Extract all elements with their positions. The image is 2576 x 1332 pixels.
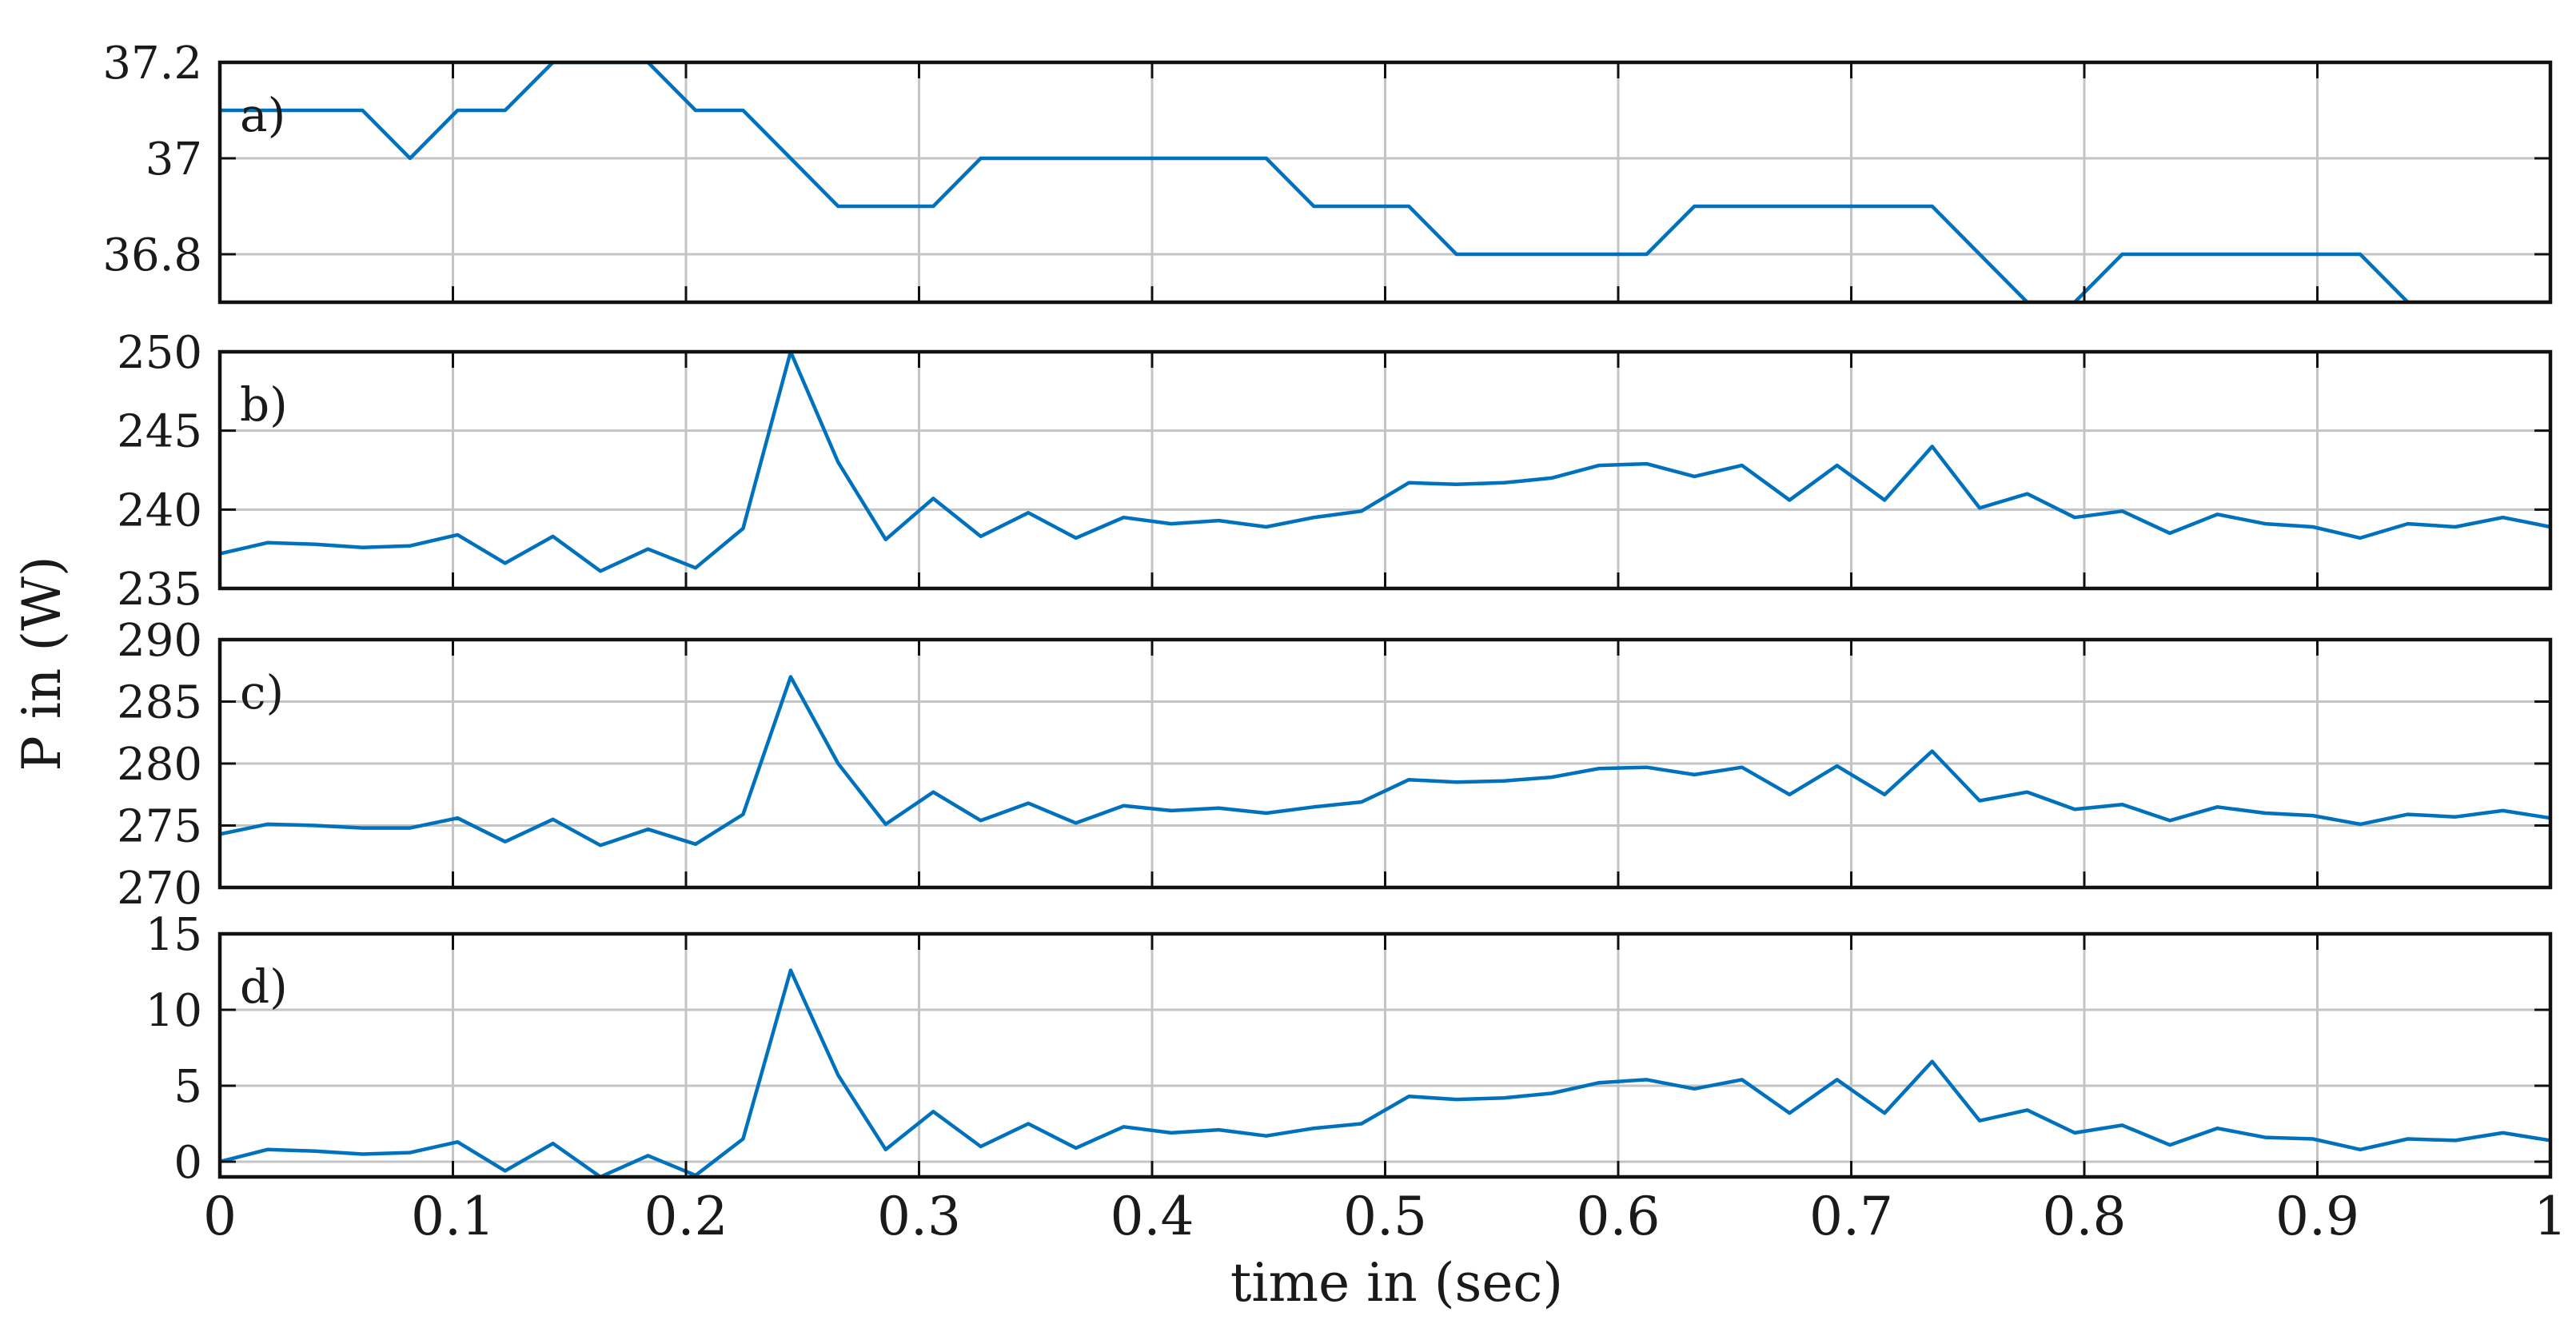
x-tick-label: 0.3 xyxy=(877,1186,961,1247)
y-tick-label: 285 xyxy=(117,677,202,729)
x-tick-label: 0.6 xyxy=(1577,1186,1661,1247)
x-tick-label: 0 xyxy=(203,1186,237,1247)
panel-label: b) xyxy=(240,377,288,432)
y-axis-label: P in (W) xyxy=(11,556,73,771)
y-tick-label: 5 xyxy=(173,1061,202,1113)
y-tick-label: 240 xyxy=(117,485,202,536)
subplot-4: 0 5 10 15 d) xyxy=(146,909,2553,1189)
y-tick-label: 37.2 xyxy=(102,38,202,90)
x-tick-label: 0.8 xyxy=(2043,1186,2127,1247)
y-tick-label: 275 xyxy=(117,801,202,853)
y-tick-label: 250 xyxy=(117,327,202,379)
y-tick-label: 280 xyxy=(117,739,202,791)
x-tick-label: 0.1 xyxy=(411,1186,495,1247)
x-tick-label: 1 xyxy=(2534,1186,2567,1247)
series-line xyxy=(220,968,2550,1177)
y-tick-label: 270 xyxy=(117,863,202,915)
y-tick-label: 10 xyxy=(146,985,202,1037)
series-line xyxy=(220,62,2550,302)
series-line xyxy=(220,675,2550,847)
x-tick-label: 0.7 xyxy=(1809,1186,1893,1247)
x-axis-label: time in (sec) xyxy=(1230,1252,1563,1314)
series-line xyxy=(220,352,2550,573)
y-tick-label: 245 xyxy=(117,406,202,458)
x-tick-label: 0.9 xyxy=(2275,1186,2359,1247)
y-tick-label: 15 xyxy=(146,909,202,961)
y-tick-label: 290 xyxy=(117,615,202,667)
x-tick-label: 0.2 xyxy=(644,1186,728,1247)
y-tick-label: 36.8 xyxy=(102,229,202,281)
y-tick-label: 0 xyxy=(173,1137,202,1189)
subplot-2: 235 240 245 250 b) xyxy=(117,327,2553,616)
y-tick-label: 235 xyxy=(117,564,202,616)
x-tick-label: 0.5 xyxy=(1343,1186,1427,1247)
panel-label: d) xyxy=(240,959,288,1014)
subplot-1: 36.8 37 37.2 a) xyxy=(102,38,2553,305)
panel-label: c) xyxy=(240,665,284,720)
y-tick-label: 37 xyxy=(146,134,202,185)
subplot-3: 270 275 280 285 290 c) xyxy=(117,615,2553,915)
panel-label: a) xyxy=(240,88,285,142)
x-tick-label: 0.4 xyxy=(1111,1186,1194,1247)
subplot-stack: 36.8 37 37.2 a) 235 240 245 250 b) 270 275 280 285 29… xyxy=(102,38,2567,1247)
